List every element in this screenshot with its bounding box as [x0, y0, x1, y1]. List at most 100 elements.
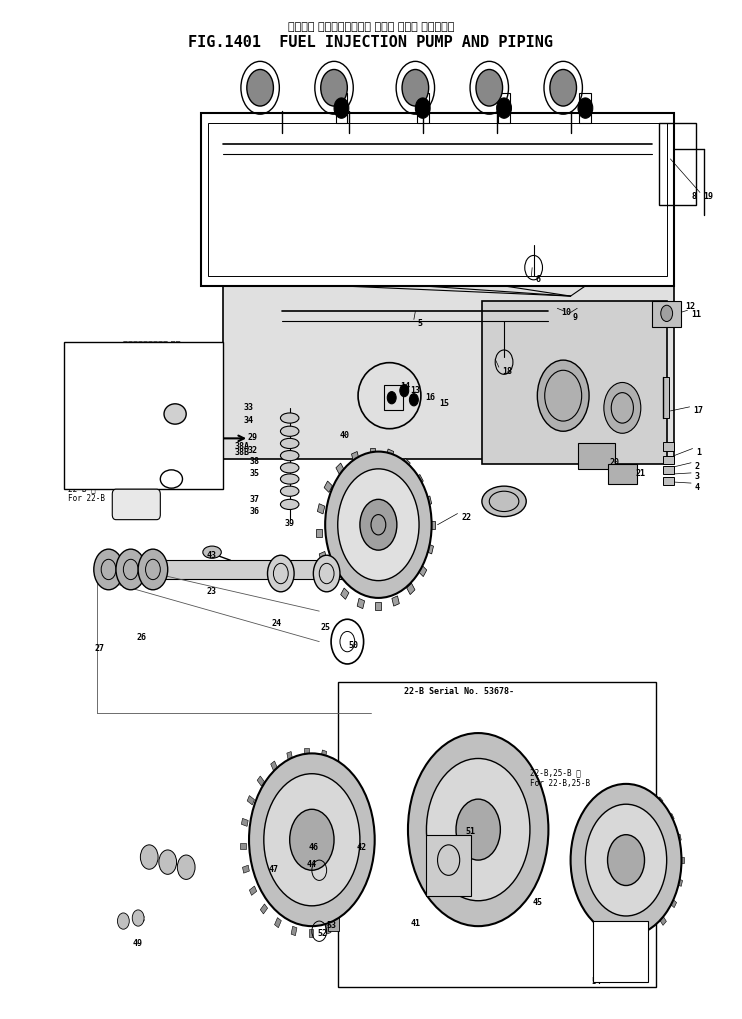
Bar — [511, 743, 519, 753]
Bar — [271, 761, 278, 771]
Bar — [309, 929, 313, 937]
Bar — [428, 747, 436, 757]
Bar — [663, 477, 674, 485]
Bar — [578, 443, 615, 469]
Bar — [652, 302, 681, 326]
Circle shape — [661, 306, 672, 322]
Bar — [565, 840, 571, 848]
Circle shape — [264, 773, 360, 906]
Text: 31: 31 — [159, 424, 169, 433]
Ellipse shape — [280, 463, 299, 473]
Text: 11: 11 — [691, 310, 701, 319]
Bar — [585, 921, 591, 929]
Text: 2: 2 — [695, 463, 700, 472]
Bar — [209, 123, 667, 276]
Circle shape — [325, 451, 432, 598]
Bar — [676, 835, 681, 842]
Circle shape — [604, 382, 641, 433]
Circle shape — [571, 784, 681, 936]
Bar — [543, 850, 551, 858]
Bar — [319, 551, 326, 561]
Text: 44: 44 — [306, 860, 317, 868]
Bar — [318, 503, 325, 514]
Bar — [257, 776, 264, 786]
Text: 28: 28 — [513, 498, 524, 506]
Bar — [392, 596, 399, 606]
Bar — [399, 833, 405, 839]
Bar — [528, 892, 535, 902]
Bar — [663, 442, 674, 450]
Bar — [657, 797, 663, 806]
Bar — [401, 856, 408, 864]
Text: 39: 39 — [284, 520, 295, 528]
Bar — [631, 937, 637, 945]
Bar — [444, 735, 450, 745]
Bar — [574, 904, 580, 913]
Bar — [353, 900, 361, 910]
Circle shape — [289, 809, 334, 870]
Bar — [608, 464, 637, 484]
Circle shape — [93, 549, 123, 590]
Text: 9: 9 — [573, 313, 578, 322]
Circle shape — [456, 799, 500, 860]
Text: 27: 27 — [94, 644, 105, 653]
Text: 37: 37 — [250, 495, 260, 503]
Bar — [466, 928, 471, 937]
Text: 24: 24 — [272, 619, 281, 628]
Bar — [647, 930, 653, 938]
Text: 17: 17 — [693, 407, 703, 416]
Bar — [663, 455, 674, 464]
Bar — [580, 93, 591, 123]
Text: 6: 6 — [535, 275, 540, 284]
Circle shape — [476, 69, 502, 106]
Bar — [429, 521, 435, 529]
Bar — [545, 826, 551, 833]
Bar — [350, 771, 358, 782]
Bar — [571, 818, 577, 827]
Text: 22-B Serial No. 53678-: 22-B Serial No. 53678- — [404, 688, 514, 696]
Bar — [400, 808, 407, 815]
Circle shape — [313, 555, 340, 592]
Circle shape — [334, 98, 349, 118]
Bar — [336, 758, 344, 768]
Bar — [407, 583, 415, 594]
Circle shape — [400, 384, 409, 396]
Text: 25: 25 — [321, 623, 331, 632]
Ellipse shape — [482, 486, 526, 517]
Text: 18: 18 — [502, 367, 513, 376]
Bar — [615, 938, 620, 946]
Text: 49: 49 — [133, 938, 143, 948]
Polygon shape — [223, 286, 674, 459]
Bar — [564, 863, 568, 869]
Ellipse shape — [280, 474, 299, 484]
Bar — [663, 466, 674, 474]
Bar — [482, 302, 667, 464]
Bar — [352, 451, 359, 462]
Circle shape — [608, 835, 645, 886]
Circle shape — [268, 555, 294, 592]
Bar — [287, 752, 292, 761]
Bar — [418, 566, 427, 577]
Circle shape — [427, 758, 530, 901]
Text: 23: 23 — [207, 587, 217, 596]
Text: 48: 48 — [136, 914, 146, 923]
Bar — [375, 602, 381, 610]
Text: 15: 15 — [439, 399, 449, 409]
Text: 22: 22 — [462, 514, 471, 522]
Bar — [525, 759, 532, 768]
Bar — [677, 878, 683, 887]
Bar — [417, 93, 429, 123]
Bar — [247, 796, 255, 805]
Bar — [275, 918, 281, 927]
Bar — [679, 857, 683, 863]
Bar — [426, 544, 433, 554]
Ellipse shape — [280, 426, 299, 436]
Text: 1: 1 — [696, 448, 701, 458]
Text: 33: 33 — [244, 404, 254, 413]
Bar — [304, 748, 309, 756]
Bar — [243, 865, 249, 873]
Text: 29: 29 — [248, 433, 257, 442]
Text: 41: 41 — [410, 918, 420, 927]
Text: 22-B,25-B 用
For 22-B,25-B: 22-B,25-B 用 For 22-B,25-B — [530, 768, 590, 788]
Bar — [660, 917, 666, 925]
